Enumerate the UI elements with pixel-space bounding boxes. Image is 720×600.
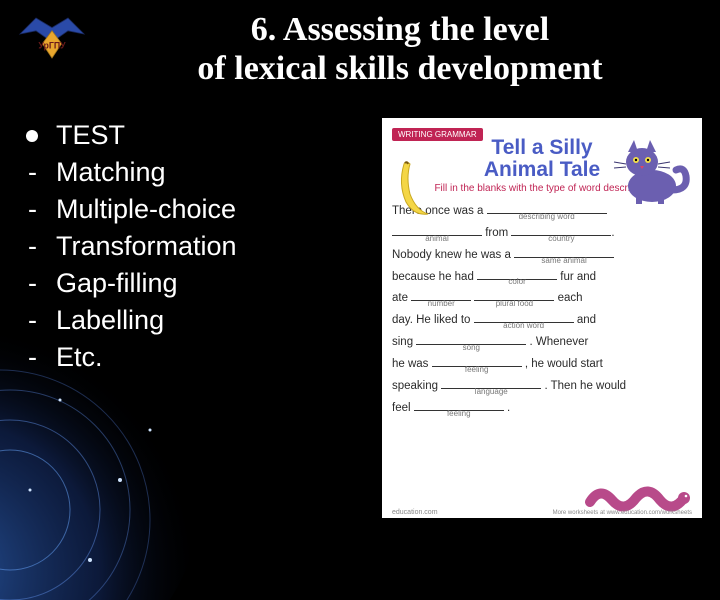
dash-icon: - xyxy=(28,342,38,373)
cat-icon xyxy=(608,136,692,208)
worksheet-badge: WRITING GRAMMAR xyxy=(392,128,483,141)
worksheet-footer-left: education.com xyxy=(392,509,438,516)
list-item: -Transformation xyxy=(20,231,340,262)
worksheet-body: There once was a describing word animal … xyxy=(392,201,692,419)
dash-icon: - xyxy=(28,231,38,262)
list-item: -Gap-filling xyxy=(20,268,340,299)
list-item-label: Gap-filling xyxy=(56,268,178,299)
list-item-label: Multiple-choice xyxy=(56,194,236,225)
worksheet-image: WRITING GRAMMAR Tell a Silly Animal Tale… xyxy=(382,118,702,518)
worm-icon xyxy=(584,480,694,514)
university-logo: УрГПУ xyxy=(12,8,92,68)
list-item-label: Etc. xyxy=(56,342,103,373)
list-item-label: Transformation xyxy=(56,231,237,262)
title-line-2: of lexical skills development xyxy=(100,49,700,88)
test-header-text: TEST xyxy=(56,120,125,151)
dash-icon: - xyxy=(28,268,38,299)
bullet-icon xyxy=(26,130,38,142)
slide-title: 6. Assessing the level of lexical skills… xyxy=(100,10,700,88)
worksheet-footer-right: More worksheets at www.education.com/wor… xyxy=(553,510,692,516)
dash-icon: - xyxy=(28,305,38,336)
dash-icon: - xyxy=(28,157,38,188)
list-item: -Etc. xyxy=(20,342,340,373)
list-item-label: Matching xyxy=(56,157,166,188)
dash-icon: - xyxy=(28,194,38,225)
list-item-label: Labelling xyxy=(56,305,164,336)
title-line-1: 6. Assessing the level xyxy=(100,10,700,49)
list-item: -Multiple-choice xyxy=(20,194,340,225)
svg-text:УрГПУ: УрГПУ xyxy=(38,40,66,50)
test-header-line: TEST xyxy=(20,120,340,151)
banana-icon xyxy=(392,158,436,218)
list-item: -Matching xyxy=(20,157,340,188)
content-list: TEST -Matching-Multiple-choice-Transform… xyxy=(20,120,340,379)
list-item: -Labelling xyxy=(20,305,340,336)
